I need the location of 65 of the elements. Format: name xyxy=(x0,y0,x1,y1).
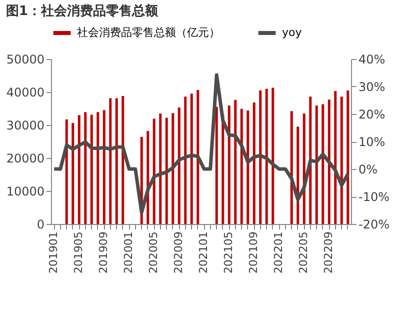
bar xyxy=(228,106,230,224)
bar xyxy=(215,106,218,224)
x-tick-label: 202101 xyxy=(197,232,210,274)
chart-title: 图1：社会消费品零售总额 xyxy=(6,3,159,19)
bar xyxy=(234,100,237,224)
y2-tick-label: 0% xyxy=(358,162,378,176)
y-tick-label: 50000 xyxy=(6,52,44,66)
bar xyxy=(102,110,106,224)
bar xyxy=(159,113,162,224)
y-tick-label: 30000 xyxy=(6,118,44,132)
bar xyxy=(265,88,268,224)
y2-tick-label: -10% xyxy=(358,190,390,204)
bar xyxy=(290,111,293,224)
y-tick-label: 0 xyxy=(36,218,44,232)
x-tick-label: 202201 xyxy=(272,232,286,274)
x-tick-label: 201905 xyxy=(72,232,86,274)
bar xyxy=(272,88,274,224)
line-series xyxy=(52,73,350,214)
x-tick-label: 202001 xyxy=(122,232,136,274)
bar xyxy=(115,98,118,224)
bar xyxy=(190,94,193,224)
bar xyxy=(296,126,300,224)
y-tick-label: 20000 xyxy=(6,152,44,166)
y-tick-label: 40000 xyxy=(6,86,44,100)
y-tick-label: 10000 xyxy=(6,184,44,198)
x-tick-label: 201901 xyxy=(47,232,60,274)
x-tick-label: 202005 xyxy=(147,232,160,274)
bar xyxy=(65,119,68,224)
x-tick-label: 202109 xyxy=(247,232,260,274)
bar xyxy=(122,96,124,224)
bar xyxy=(322,104,324,224)
bar xyxy=(165,118,168,224)
bar xyxy=(72,123,74,224)
bar xyxy=(84,112,87,224)
bar xyxy=(78,115,80,224)
legend-label: 社会消费品零售总额（亿元） xyxy=(77,26,220,39)
bar xyxy=(334,91,337,224)
y2-tick-label: 10% xyxy=(358,135,386,149)
bar xyxy=(346,90,350,224)
x-tick-label: 202105 xyxy=(222,232,236,274)
bar xyxy=(172,113,174,224)
bar xyxy=(109,98,112,224)
bar xyxy=(309,96,312,224)
x-tick-label: 202205 xyxy=(297,232,310,274)
bar xyxy=(340,96,343,224)
bar xyxy=(152,118,156,224)
y2-tick-label: -20% xyxy=(358,218,390,232)
bar xyxy=(184,96,187,224)
bar xyxy=(196,90,200,224)
bar xyxy=(178,108,180,224)
bar xyxy=(240,108,243,224)
bar xyxy=(252,102,256,224)
y2-tick-label: 40% xyxy=(358,52,386,66)
y2-tick-label: 20% xyxy=(358,108,386,122)
bar xyxy=(315,106,318,224)
x-tick-label: 201909 xyxy=(97,232,110,274)
bar xyxy=(90,114,93,224)
bar xyxy=(96,112,100,224)
x-tick-label: 202209 xyxy=(322,232,336,274)
bar xyxy=(259,90,262,224)
bar xyxy=(246,110,250,224)
bar xyxy=(328,100,330,224)
x-tick-label: 202009 xyxy=(172,232,186,274)
legend-label: yoy xyxy=(282,26,302,39)
y2-tick-label: 30% xyxy=(358,80,386,94)
